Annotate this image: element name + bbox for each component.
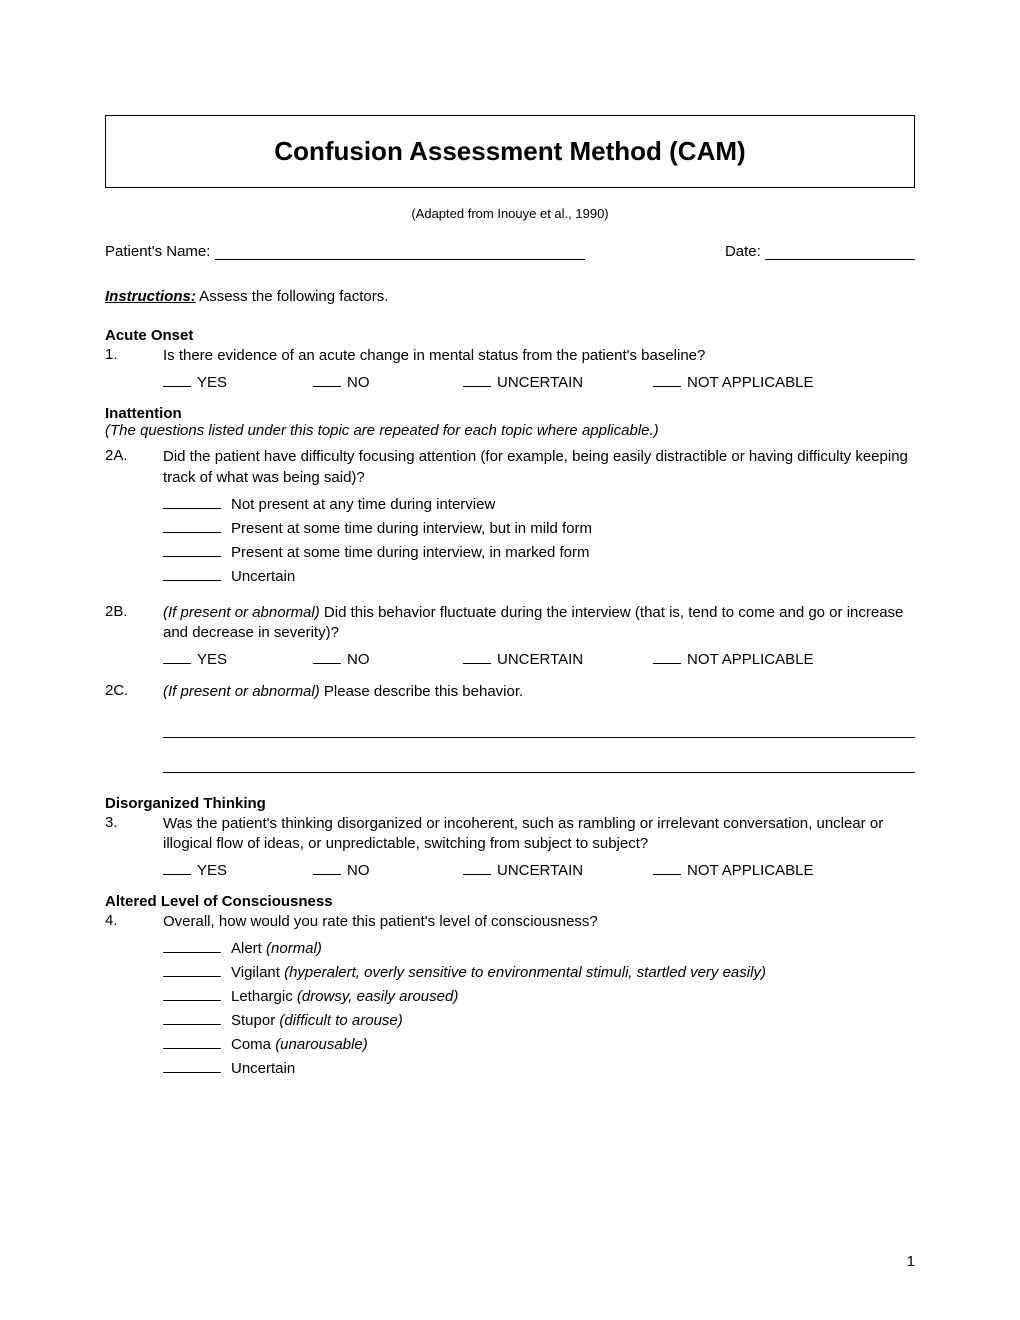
patient-name-label: Patient's Name: — [105, 243, 210, 260]
instructions-text: Assess the following factors. — [196, 288, 389, 305]
q3-opt-no[interactable]: NO — [313, 862, 463, 879]
q4-opt-stupor[interactable]: Stupor (difficult to arouse) — [163, 1012, 915, 1029]
section-inattention: Inattention — [105, 405, 915, 422]
q2c-write-line-2[interactable] — [163, 752, 915, 773]
question-3: 3. Was the patient's thinking disorganiz… — [105, 814, 915, 855]
q2a-opt-2[interactable]: Present at some time during interview, i… — [163, 544, 915, 561]
q4-opt-uncertain[interactable]: Uncertain — [163, 1060, 915, 1077]
q2b-opt-yes[interactable]: YES — [163, 651, 313, 668]
patient-name-input[interactable] — [215, 259, 585, 260]
q1-options: YES NO UNCERTAIN NOT APPLICABLE — [163, 374, 915, 391]
q2b-opt-no[interactable]: NO — [313, 651, 463, 668]
q2c-number: 2C. — [105, 682, 163, 702]
date-label: Date: — [725, 243, 761, 260]
date-field: Date: — [725, 243, 915, 260]
q2b-text: (If present or abnormal) Did this behavi… — [163, 603, 915, 644]
q4-options: Alert (normal) Vigilant (hyperalert, ove… — [163, 940, 915, 1077]
q4-opt-coma[interactable]: Coma (unarousable) — [163, 1036, 915, 1053]
q1-number: 1. — [105, 346, 163, 366]
q4-opt-vigilant[interactable]: Vigilant (hyperalert, overly sensitive t… — [163, 964, 915, 981]
section-disorganized: Disorganized Thinking — [105, 795, 915, 812]
inattention-note: (The questions listed under this topic a… — [105, 422, 915, 439]
q4-opt-alert[interactable]: Alert (normal) — [163, 940, 915, 957]
q2b-opt-na[interactable]: NOT APPLICABLE — [653, 651, 813, 668]
q1-opt-no[interactable]: NO — [313, 374, 463, 391]
page: Confusion Assessment Method (CAM) (Adapt… — [0, 0, 1020, 1320]
q3-options: YES NO UNCERTAIN NOT APPLICABLE — [163, 862, 915, 879]
q1-text: Is there evidence of an acute change in … — [163, 346, 915, 366]
q1-opt-yes[interactable]: YES — [163, 374, 313, 391]
q3-text: Was the patient's thinking disorganized … — [163, 814, 915, 855]
q2c-write-line-1[interactable] — [163, 717, 915, 738]
q2a-opt-1[interactable]: Present at some time during interview, b… — [163, 520, 915, 537]
q4-number: 4. — [105, 912, 163, 932]
patient-name-field: Patient's Name: — [105, 243, 585, 260]
q2b-options: YES NO UNCERTAIN NOT APPLICABLE — [163, 651, 915, 668]
q3-number: 3. — [105, 814, 163, 855]
q2b-number: 2B. — [105, 603, 163, 644]
date-input[interactable] — [765, 259, 915, 260]
q2a-text: Did the patient have difficulty focusing… — [163, 447, 915, 488]
question-2c: 2C. (If present or abnormal) Please desc… — [105, 682, 915, 702]
instructions: Instructions: Assess the following facto… — [105, 288, 915, 305]
q2a-number: 2A. — [105, 447, 163, 488]
instructions-label: Instructions: — [105, 288, 196, 305]
page-number: 1 — [907, 1253, 915, 1270]
page-title: Confusion Assessment Method (CAM) — [116, 136, 904, 167]
q2c-text: (If present or abnormal) Please describe… — [163, 682, 915, 702]
q3-opt-yes[interactable]: YES — [163, 862, 313, 879]
q2a-opt-0[interactable]: Not present at any time during interview — [163, 496, 915, 513]
section-acute-onset: Acute Onset — [105, 327, 915, 344]
q4-opt-lethargic[interactable]: Lethargic (drowsy, easily aroused) — [163, 988, 915, 1005]
question-2b: 2B. (If present or abnormal) Did this be… — [105, 603, 915, 644]
q3-opt-na[interactable]: NOT APPLICABLE — [653, 862, 813, 879]
q4-text: Overall, how would you rate this patient… — [163, 912, 915, 932]
question-2a: 2A. Did the patient have difficulty focu… — [105, 447, 915, 488]
q2a-options: Not present at any time during interview… — [163, 496, 915, 585]
q1-opt-na[interactable]: NOT APPLICABLE — [653, 374, 813, 391]
header-row: Patient's Name: Date: — [105, 243, 915, 260]
subtitle: (Adapted from Inouye et al., 1990) — [105, 206, 915, 221]
q2a-opt-3[interactable]: Uncertain — [163, 568, 915, 585]
question-1: 1. Is there evidence of an acute change … — [105, 346, 915, 366]
question-4: 4. Overall, how would you rate this pati… — [105, 912, 915, 932]
title-box: Confusion Assessment Method (CAM) — [105, 115, 915, 188]
q3-opt-uncertain[interactable]: UNCERTAIN — [463, 862, 653, 879]
section-altered: Altered Level of Consciousness — [105, 893, 915, 910]
q2b-opt-uncertain[interactable]: UNCERTAIN — [463, 651, 653, 668]
q1-opt-uncertain[interactable]: UNCERTAIN — [463, 374, 653, 391]
